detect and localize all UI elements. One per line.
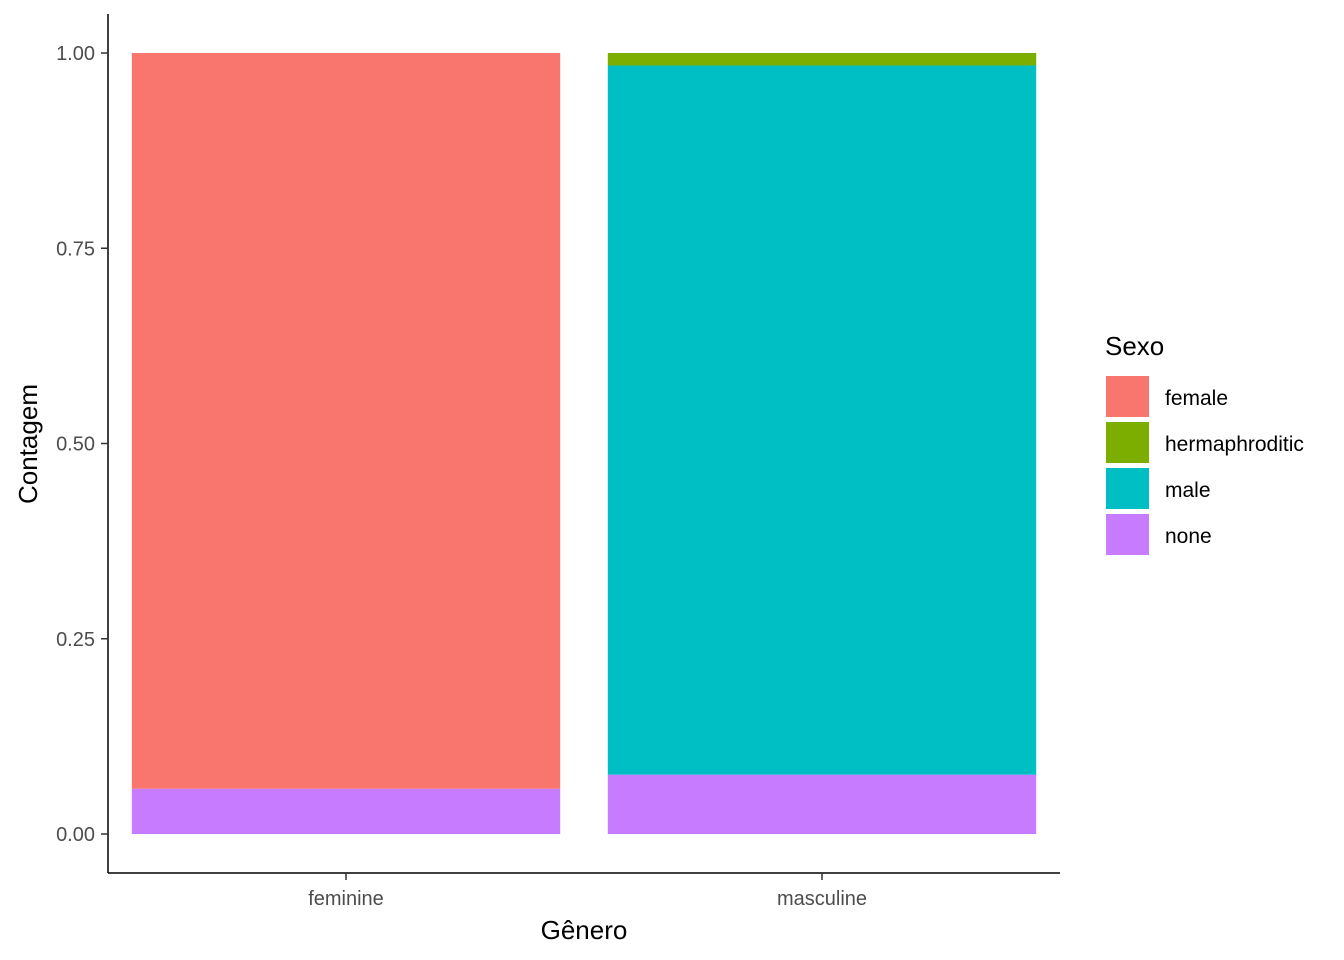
legend-label-male: male	[1165, 479, 1211, 502]
y-tick-label: 1.00	[56, 43, 95, 65]
x-axis-ticks: feminine masculine	[308, 873, 867, 910]
bar-segment-masculine-hermaphroditic	[607, 53, 1037, 66]
y-tick-label: 0.75	[56, 238, 95, 260]
y-tick-label: 0.25	[56, 629, 95, 651]
y-axis-ticks: 0.00 0.25 0.50 0.75 1.00	[56, 43, 108, 846]
legend-swatch-male	[1106, 468, 1149, 509]
bar-segment-feminine-none	[131, 788, 561, 834]
legend-label-hermaphroditic: hermaphroditic	[1165, 433, 1304, 456]
legend-swatch-none	[1106, 514, 1149, 555]
bar-segment-masculine-none	[607, 774, 1037, 834]
legend-label-none: none	[1165, 525, 1212, 548]
bar-segment-masculine-male	[607, 65, 1037, 775]
x-axis-title: Gênero	[541, 915, 628, 945]
legend-swatch-female	[1106, 376, 1149, 417]
y-axis-title: Contagem	[13, 384, 43, 504]
bar-segment-feminine-female	[131, 53, 561, 789]
legend-swatch-hermaphroditic	[1106, 422, 1149, 463]
plot-area	[131, 53, 1037, 834]
legend-items: female hermaphroditic male none	[1106, 376, 1304, 555]
x-tick-label: masculine	[777, 888, 867, 910]
legend: Sexo female hermaphroditic male none	[1105, 331, 1304, 555]
y-tick-label: 0.00	[56, 824, 95, 846]
legend-label-female: female	[1165, 387, 1228, 410]
legend-title: Sexo	[1105, 331, 1164, 361]
y-tick-label: 0.50	[56, 434, 95, 456]
x-tick-label: feminine	[308, 888, 384, 910]
